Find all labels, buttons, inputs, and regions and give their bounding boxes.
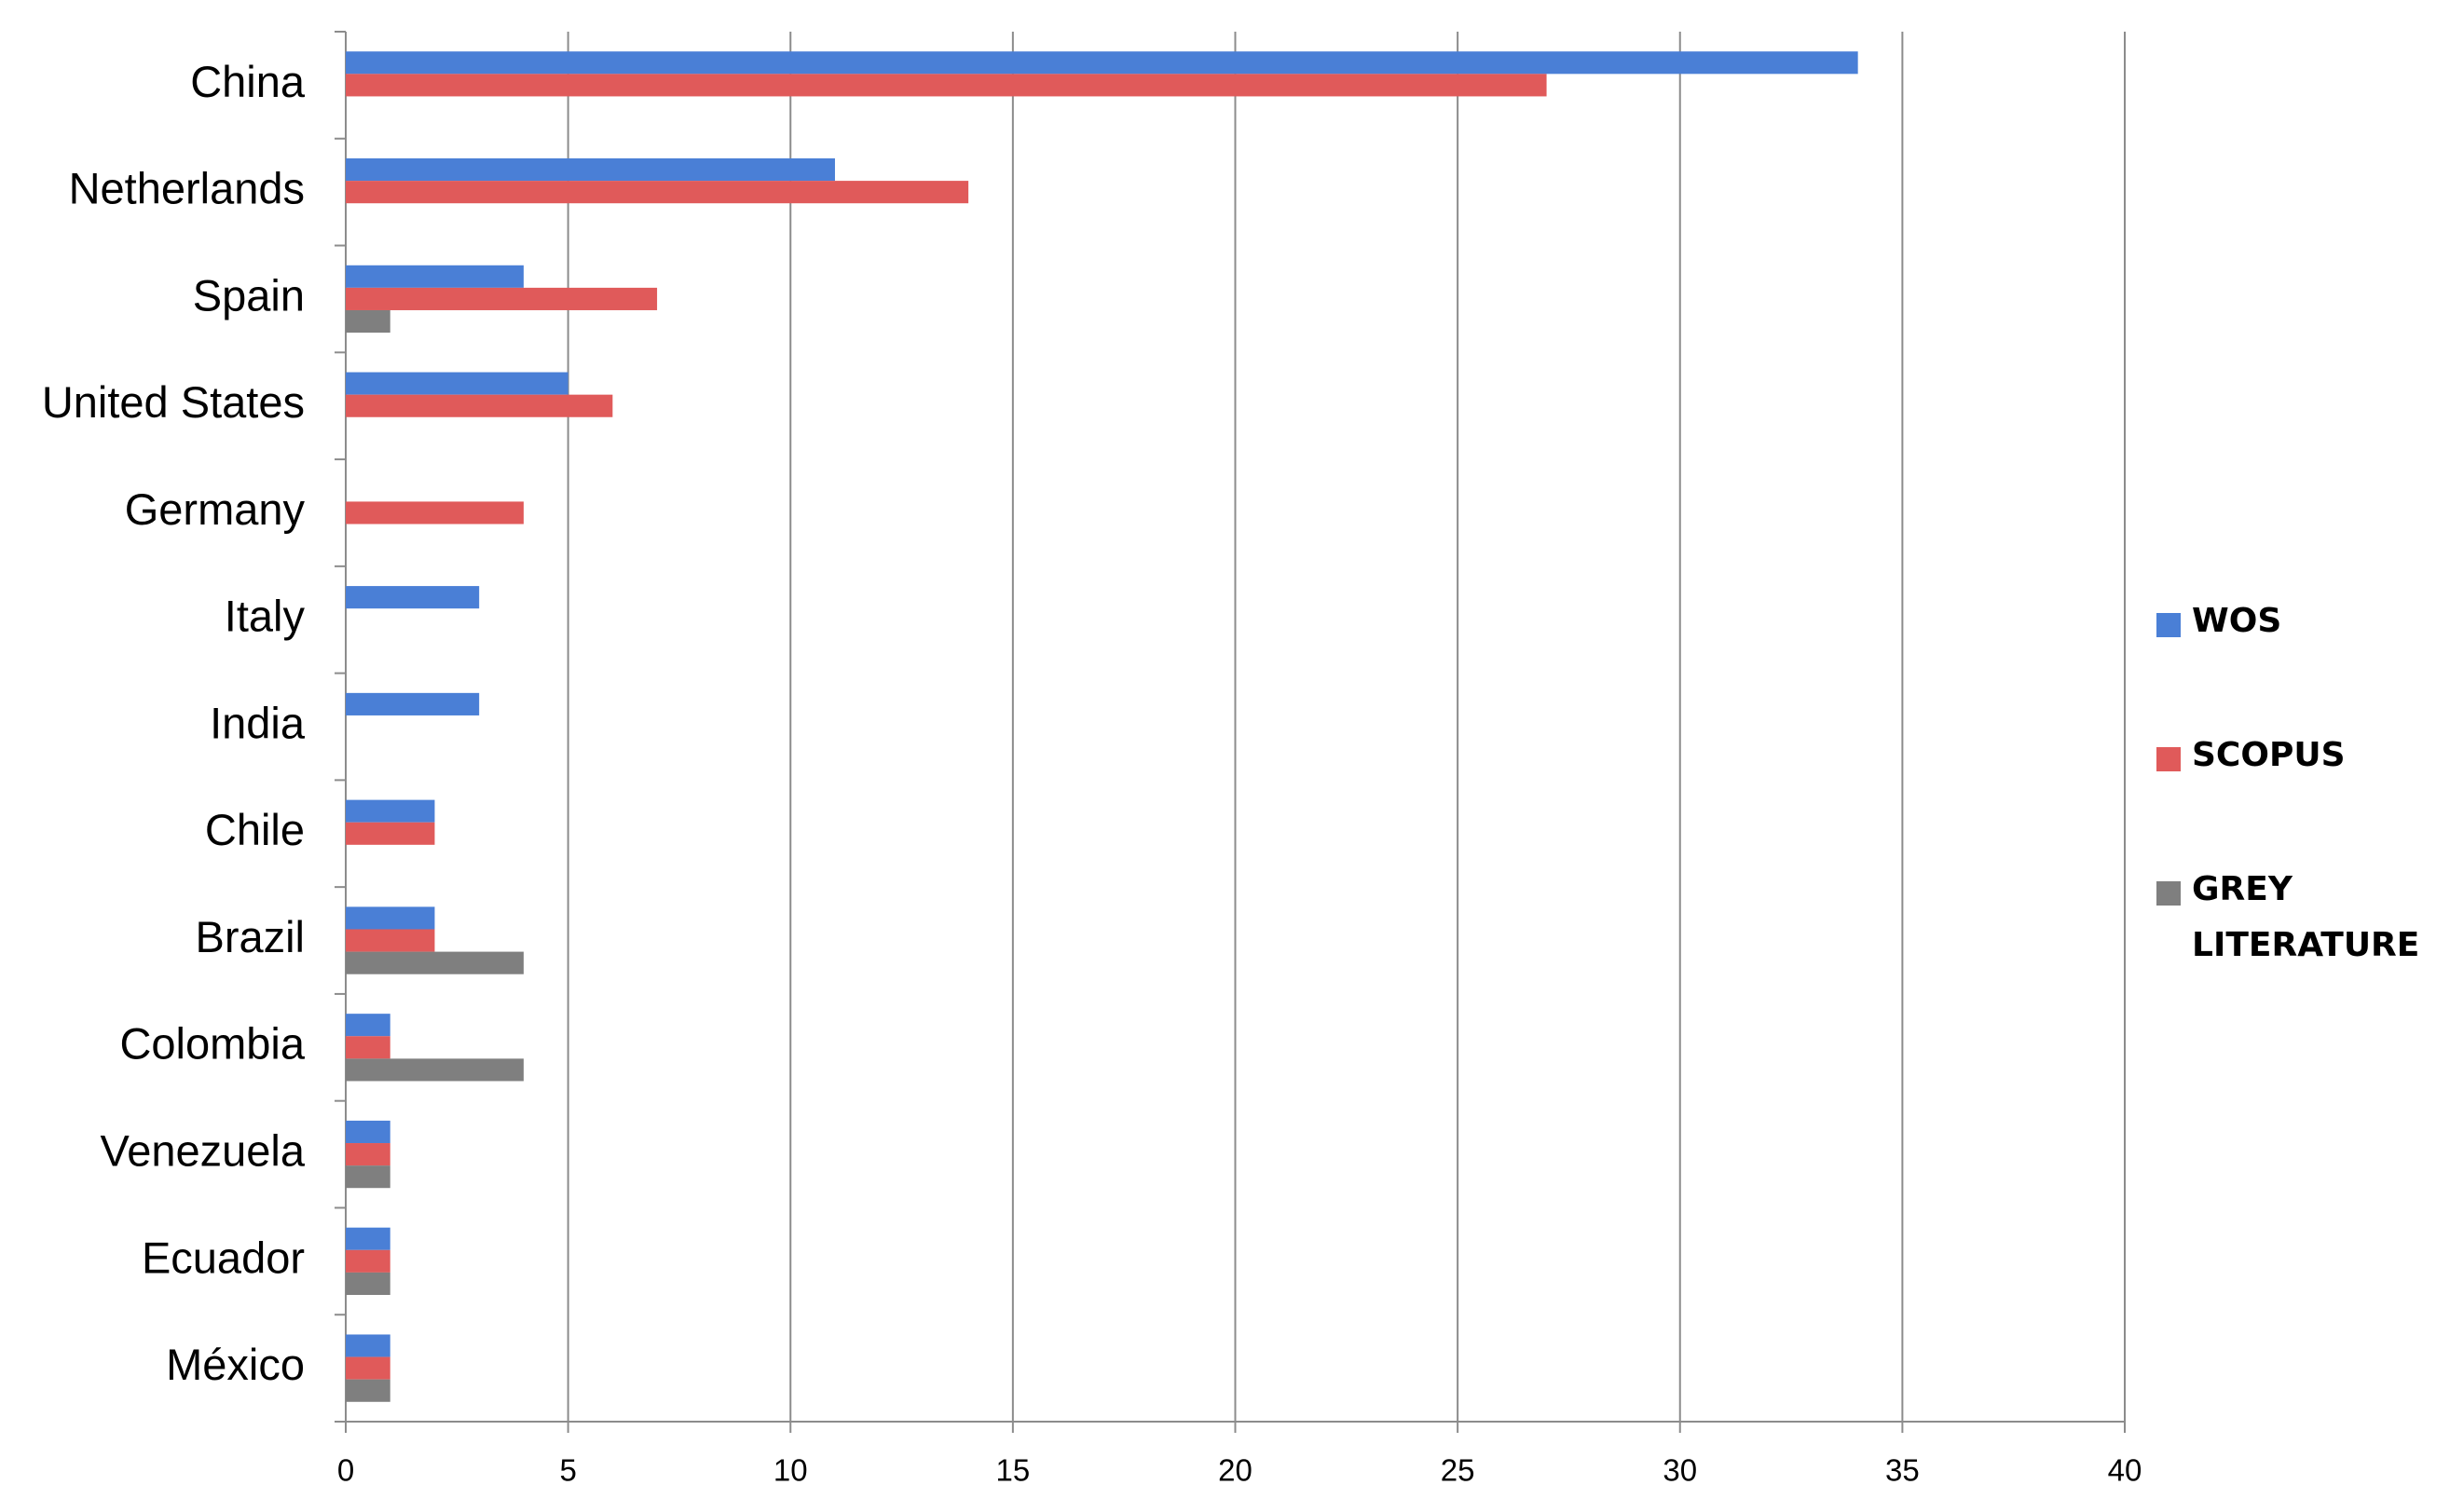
bar xyxy=(346,586,480,609)
bar xyxy=(346,51,1858,75)
bar xyxy=(346,1143,390,1166)
bar xyxy=(346,1058,524,1082)
legend-label: GREY LITERATURE xyxy=(2192,870,2420,964)
bar xyxy=(346,1014,390,1037)
bar xyxy=(346,1120,390,1144)
x-tick-label: 5 xyxy=(559,1453,576,1488)
bar xyxy=(346,1227,390,1250)
bar xyxy=(346,799,435,823)
bar xyxy=(346,1165,390,1189)
x-tick-label: 30 xyxy=(1663,1453,1697,1488)
y-tick-label: Italy xyxy=(225,592,306,641)
legend-item: WOS xyxy=(2156,602,2425,649)
bar xyxy=(346,501,524,524)
x-tick-label: 15 xyxy=(996,1453,1031,1488)
y-tick-label: India xyxy=(210,698,306,747)
legend-swatch xyxy=(2156,881,2181,906)
y-tick-label: Venezuela xyxy=(100,1125,305,1175)
bar xyxy=(346,692,480,715)
bar xyxy=(346,1272,390,1295)
y-tick-label: Netherlands xyxy=(69,164,305,213)
bar xyxy=(346,309,390,334)
legend-label: WOS xyxy=(2192,602,2282,640)
x-tick-label: 35 xyxy=(1885,1453,1920,1488)
bar xyxy=(346,287,658,310)
y-tick-label: Colombia xyxy=(119,1019,305,1069)
y-tick-label: United States xyxy=(42,377,305,427)
x-tick-label: 0 xyxy=(337,1453,354,1488)
bar xyxy=(346,906,435,930)
y-tick-label: México xyxy=(166,1340,305,1389)
bar xyxy=(346,74,1547,97)
x-tick-label: 25 xyxy=(1441,1453,1475,1488)
bar xyxy=(346,1249,390,1273)
bar xyxy=(346,181,969,204)
y-tick-label: Brazil xyxy=(195,912,305,961)
legend-item: GREY LITERATURE xyxy=(2156,870,2425,974)
bar xyxy=(346,1379,390,1402)
bar xyxy=(346,372,568,395)
bar xyxy=(346,1356,390,1380)
bar xyxy=(346,1334,390,1357)
bar xyxy=(346,265,524,288)
x-tick-label: 20 xyxy=(1218,1453,1252,1488)
x-tick-label: 10 xyxy=(773,1453,808,1488)
y-tick-label: Germany xyxy=(125,484,306,534)
legend-item: SCOPUS xyxy=(2156,736,2425,783)
y-tick-label: Spain xyxy=(193,270,305,320)
y-tick-label: Chile xyxy=(205,805,305,854)
bar xyxy=(346,1036,390,1059)
x-tick-label: 40 xyxy=(2108,1453,2142,1488)
bar xyxy=(346,158,835,182)
bar xyxy=(346,822,435,845)
y-tick-label: Ecuador xyxy=(142,1233,305,1282)
bar xyxy=(346,929,435,952)
y-tick-label: China xyxy=(190,57,306,106)
legend-label: SCOPUS xyxy=(2192,736,2346,774)
legend-swatch xyxy=(2156,613,2181,637)
bar xyxy=(346,394,613,417)
legend-swatch xyxy=(2156,747,2181,771)
bar xyxy=(346,951,524,974)
